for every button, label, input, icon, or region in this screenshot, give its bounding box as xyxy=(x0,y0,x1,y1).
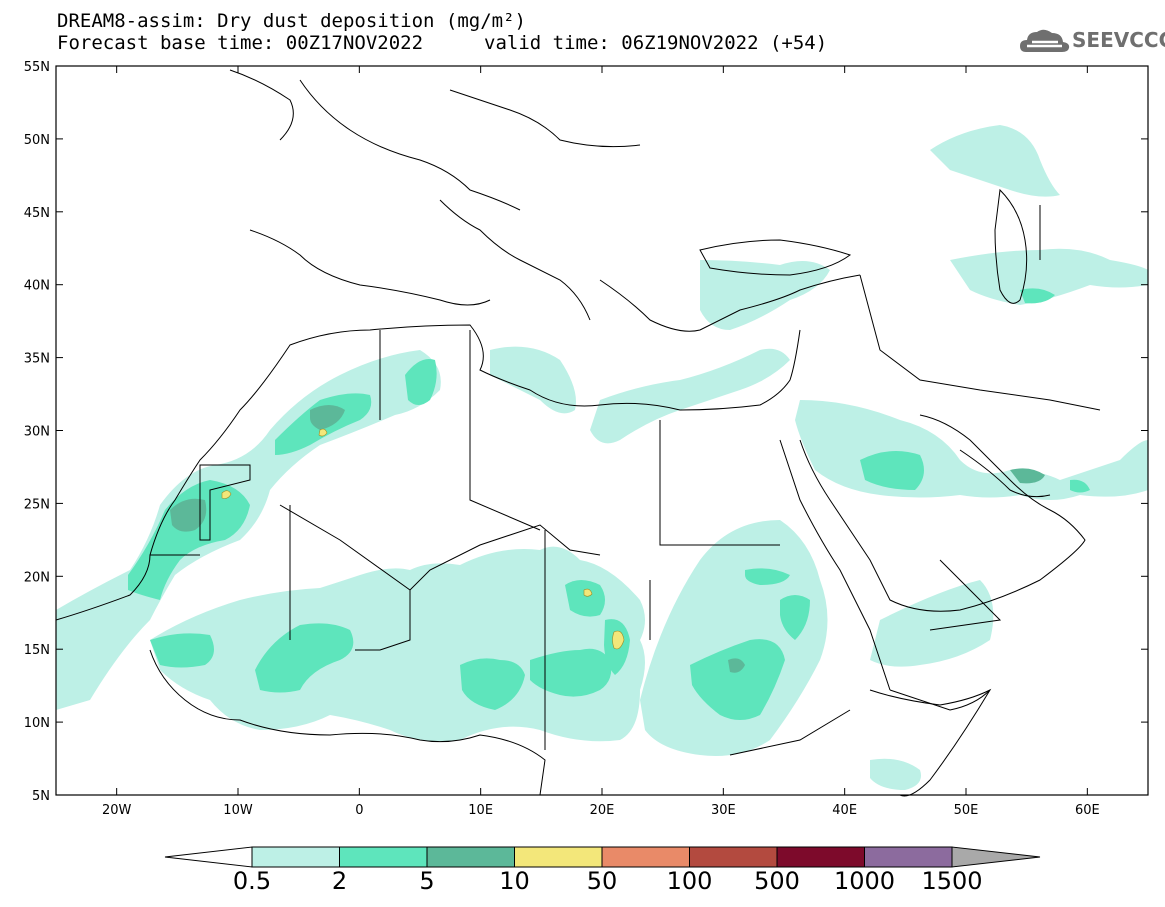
colorbar-box xyxy=(339,846,428,868)
x-tick-label: 10W xyxy=(223,803,253,818)
map-title: DREAM8-assim: Dry dust deposition (mg/m²… xyxy=(57,10,526,32)
colorbar-label: 10 xyxy=(499,867,530,895)
colorbar-box xyxy=(251,846,340,868)
x-tick-label: 20E xyxy=(590,803,615,818)
y-tick-label: 35N xyxy=(24,352,50,367)
colorbar-label: 5 xyxy=(419,867,435,895)
colorbar-box xyxy=(689,846,778,868)
colorbar-over-arrow xyxy=(951,846,1041,868)
colorbar-label: 100 xyxy=(666,867,713,895)
country-borders xyxy=(55,69,1101,797)
dust-deposition-field xyxy=(56,125,1148,790)
x-tick-label: 60E xyxy=(1075,803,1100,818)
colorbar-label: 0.5 xyxy=(232,867,272,895)
y-tick-label: 40N xyxy=(24,279,50,294)
valid-time: valid time: 06Z19NOV2022 (+54) xyxy=(484,32,828,54)
x-tick-label: 50E xyxy=(954,803,979,818)
colorbar-under-arrow xyxy=(164,846,253,868)
colorbar-box xyxy=(426,846,515,868)
colorbar-label: 500 xyxy=(754,867,800,895)
x-tick-label: 30E xyxy=(711,803,736,818)
x-tick-label: 40E xyxy=(832,803,857,818)
y-tick-label: 5N xyxy=(32,789,50,804)
colorbar-label: 2 xyxy=(331,867,348,895)
x-tick-label: 0 xyxy=(355,803,363,818)
forecast-base-time: Forecast base time: 00Z17NOV2022 xyxy=(57,32,424,54)
y-tick-label: 20N xyxy=(24,570,50,585)
y-tick-label: 30N xyxy=(24,425,50,440)
colorbar-box xyxy=(776,846,865,868)
colorbar-label: 50 xyxy=(586,867,618,895)
colorbar-label: 1000 xyxy=(833,867,896,895)
y-tick-label: 45N xyxy=(24,206,50,221)
axis-ticks xyxy=(56,65,1148,796)
colorbar-box xyxy=(864,846,953,868)
y-tick-label: 25N xyxy=(24,497,50,512)
y-tick-label: 15N xyxy=(24,643,50,658)
y-tick-label: 55N xyxy=(24,60,50,75)
colorbar-box xyxy=(601,846,690,868)
colorbar-box xyxy=(514,846,603,868)
dust-deposition-map: 20W 10W 0 10E 20E 30E 40E 50E 60E 55N 50N 45N 40N 35N… xyxy=(24,60,1149,818)
y-tick-label: 10N xyxy=(24,716,50,731)
x-tick-label: 10E xyxy=(468,803,493,818)
y-tick-label: 50N xyxy=(24,133,50,148)
seevccc-logo xyxy=(1020,29,1070,52)
axis-labels: 20W 10W 0 10E 20E 30E 40E 50E 60E 55N 50N 45N 40N 35N… xyxy=(24,60,1100,818)
x-tick-label: 20W xyxy=(102,803,132,818)
colorbar-label: 1500 xyxy=(921,867,983,895)
colorbar xyxy=(164,846,1041,868)
cloud-icon xyxy=(1020,29,1070,52)
logo-text: SEEVCCC xyxy=(1072,28,1165,52)
